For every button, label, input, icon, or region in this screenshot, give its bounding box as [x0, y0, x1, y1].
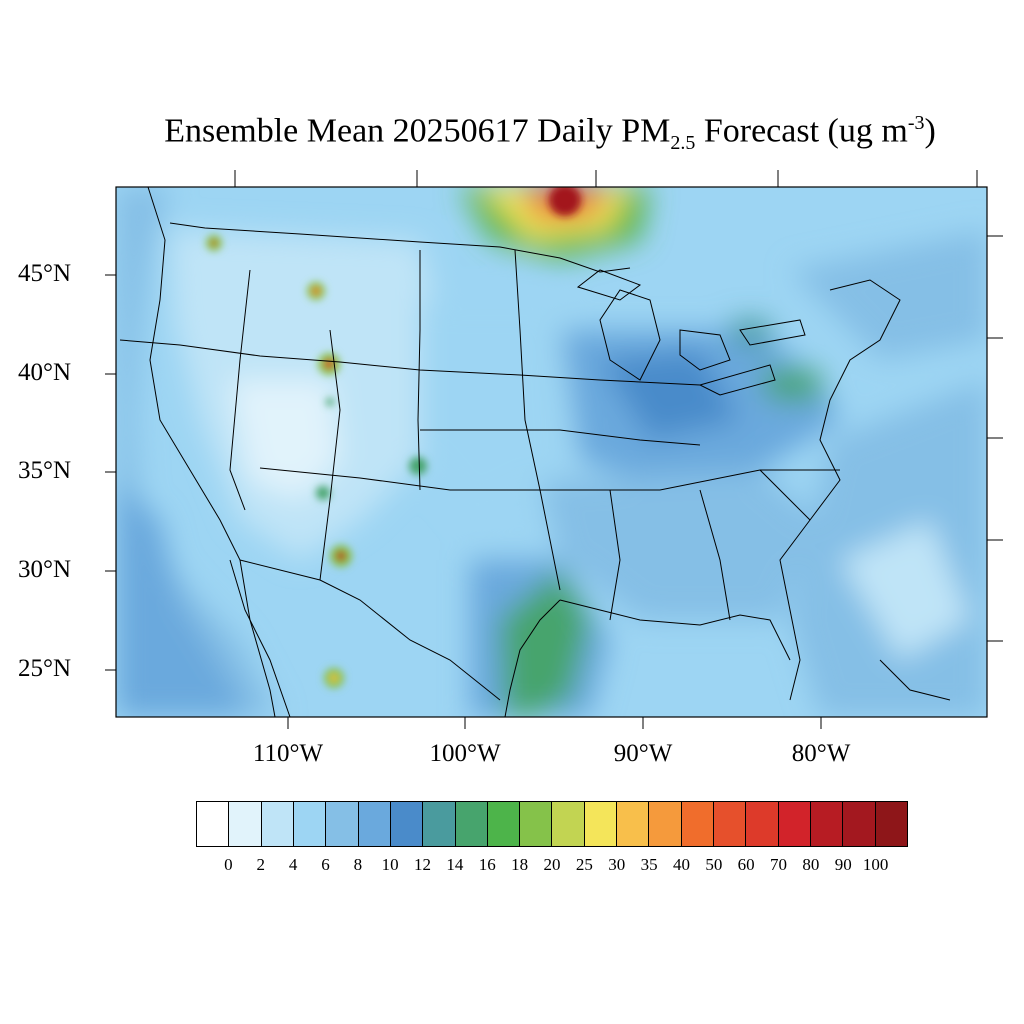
colorbar-swatch	[778, 802, 811, 846]
colorbar-swatch	[229, 802, 262, 846]
colorbar-swatch	[746, 802, 779, 846]
colorbar-tick-label: 18	[511, 855, 529, 874]
concentration-field	[116, 187, 987, 717]
colorbar-tick-label: 80	[802, 855, 820, 874]
colorbar-tick-label: 70	[770, 855, 788, 874]
colorbar-swatch	[584, 802, 618, 846]
state-line-1	[229, 269, 251, 511]
gulf-coast-west	[504, 599, 561, 717]
colorbar	[196, 801, 908, 847]
lake-erie	[698, 364, 776, 396]
colorbar-tick-label: 10	[381, 855, 399, 874]
colorbar-tick-label: 35	[640, 855, 658, 874]
gulf-coast-east	[559, 599, 791, 661]
colorbar-tick-label: 6	[321, 855, 330, 874]
colorbar-tick-label: 0	[224, 855, 233, 874]
colorbar-tick-label: 30	[608, 855, 626, 874]
lat-label-40n: 40°N	[18, 359, 72, 386]
colorbar-tick-label: 8	[353, 855, 363, 874]
map-frame	[115, 186, 988, 718]
colorbar-swatch	[390, 802, 424, 846]
ticks	[105, 170, 1003, 729]
lat-label-35n: 35°N	[18, 457, 72, 484]
colorbar-swatch	[326, 802, 359, 846]
colorbar-swatch	[649, 802, 682, 846]
colorbar-swatch	[520, 802, 553, 846]
northern-border	[169, 222, 631, 273]
mexico-border	[239, 559, 501, 701]
colorbar-tick-label: 2	[256, 855, 265, 874]
colorbar-swatch	[455, 802, 488, 846]
colorbar-tick-label: 50	[705, 855, 723, 874]
colorbar-swatch	[875, 802, 907, 846]
colorbar-swatch	[552, 802, 585, 846]
caribbean-islands	[879, 659, 951, 701]
lake-huron	[679, 329, 731, 371]
state-line-3	[417, 250, 421, 491]
map-title: Ensemble Mean 20250617 Daily PM2.5 Forec…	[164, 112, 936, 155]
state-line-4	[514, 249, 561, 591]
colorbar-swatch	[843, 802, 876, 846]
state-line-7	[609, 489, 621, 621]
lon-label-110w: 110°W	[252, 740, 324, 767]
east-coastline	[779, 279, 901, 701]
colorbar-tick-label: 100	[862, 855, 889, 874]
state-line-8	[699, 489, 731, 621]
colorbar-tick-label: 90	[834, 855, 852, 874]
lat-label-30n: 30°N	[18, 556, 72, 583]
colorbar-tick-label: 16	[478, 855, 496, 874]
colorbar-swatch	[261, 802, 294, 846]
colorbar-tick-label: 4	[288, 855, 298, 874]
west-coastline	[147, 187, 276, 717]
colorbar-tick-label: 12	[414, 855, 432, 874]
lat-parallel-states	[119, 339, 701, 386]
lake-michigan	[599, 289, 661, 381]
colorbar-tick-label: 40	[672, 855, 690, 874]
colorbar-swatch	[293, 802, 327, 846]
lat-label-45n: 45°N	[18, 260, 72, 287]
baja-gulf	[229, 559, 291, 717]
colorbar-swatch	[487, 802, 521, 846]
colorbar-tick-label: 20	[543, 855, 561, 874]
colorbar-tick-label: 25	[575, 855, 593, 874]
colorbar-tick-label: 60	[737, 855, 755, 874]
lon-label-80w: 80°W	[791, 740, 851, 767]
colorbar-swatch	[681, 802, 714, 846]
lon-label-90w: 90°W	[613, 740, 673, 767]
lon-label-100w: 100°W	[429, 740, 501, 767]
lake-ontario	[739, 319, 806, 346]
boundaries	[119, 187, 951, 717]
colorbar-swatch	[358, 802, 391, 846]
lat-label-25n: 25°N	[18, 655, 72, 682]
colorbar-swatch	[810, 802, 844, 846]
colorbar-swatch	[423, 802, 456, 846]
colorbar-swatch	[714, 802, 747, 846]
colorbar-swatch	[197, 802, 230, 846]
state-line-6	[420, 429, 701, 446]
state-line-2	[319, 329, 341, 581]
colorbar-tick-label: 14	[446, 855, 464, 874]
state-line-9	[759, 469, 811, 521]
colorbar-labels: 0 2 4 6 8 10 12 14 16 18 20 25 30 35 40 50 60 70 80 90 100	[196, 855, 908, 877]
lake-superior	[576, 269, 642, 301]
colorbar-swatch	[617, 802, 650, 846]
